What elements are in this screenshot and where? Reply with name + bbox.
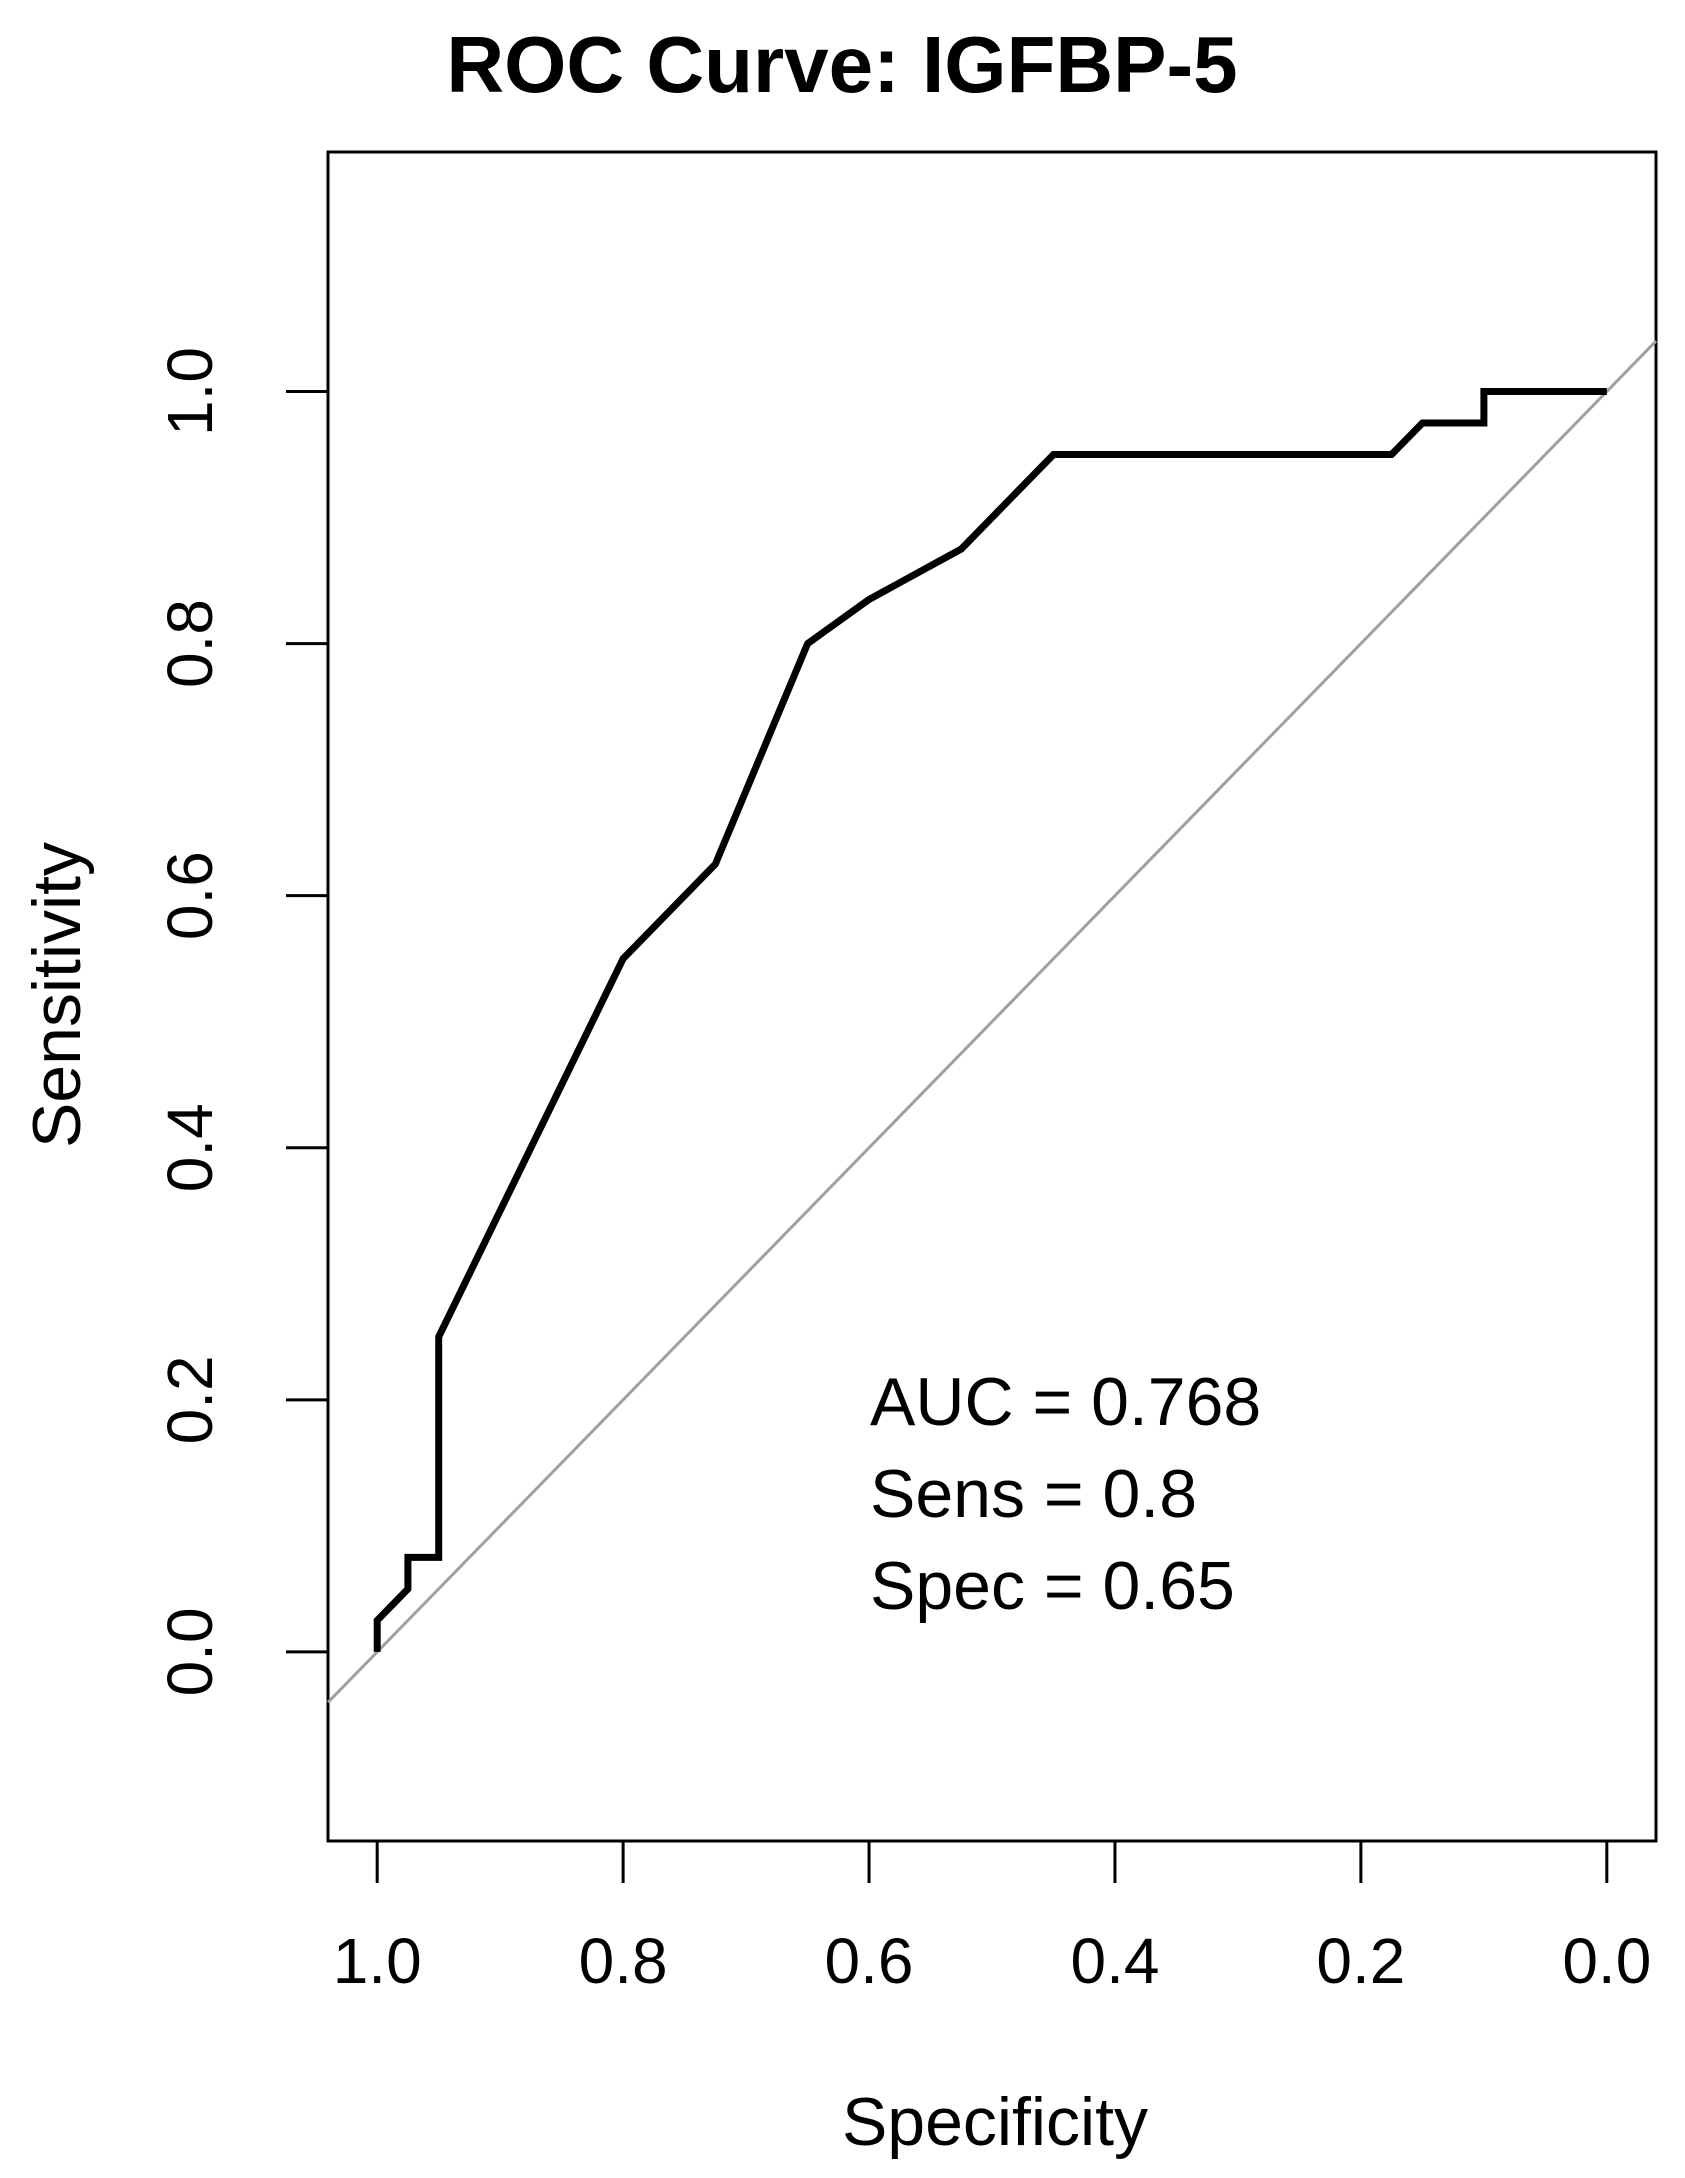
x-axis-title: Specificity	[842, 2084, 1148, 2160]
annotation-text: Sens = 0.8	[870, 1456, 1197, 1532]
y-tick-label: 0.6	[154, 851, 226, 940]
y-tick-label: 1.0	[154, 347, 226, 436]
annotation-text: Spec = 0.65	[870, 1548, 1235, 1624]
y-axis-title: Sensitivity	[19, 842, 95, 1148]
x-axis: 1.0 0.8 0.6 0.4 0.2 0.0	[333, 1839, 1651, 1997]
roc-curve-layer	[373, 388, 1607, 1652]
reference-diagonal-line	[326, 340, 1658, 1704]
annotation-text: AUC = 0.768	[870, 1364, 1261, 1440]
x-tick-label: 0.4	[1070, 1925, 1159, 1997]
x-tick-label: 0.8	[579, 1925, 668, 1997]
y-tick-label: 0.0	[154, 1607, 226, 1696]
reference-line-layer	[326, 340, 1658, 1704]
y-tick-label: 0.8	[154, 599, 226, 688]
y-axis: 0.0 0.2 0.4 0.6 0.8 1.0	[154, 347, 330, 1696]
x-tick-label: 0.0	[1562, 1925, 1651, 1997]
y-tick-label: 0.2	[154, 1355, 226, 1444]
x-tick-label: 0.2	[1316, 1925, 1405, 1997]
chart-title: ROC Curve: IGFBP-5	[446, 20, 1237, 109]
y-tick-label: 0.4	[154, 1103, 226, 1192]
roc-curve-line	[373, 388, 1607, 1652]
annotation-layer: AUC = 0.768 Sens = 0.8 Spec = 0.65	[870, 1364, 1261, 1624]
x-tick-label: 1.0	[333, 1925, 422, 1997]
x-tick-label: 0.6	[825, 1925, 914, 1997]
